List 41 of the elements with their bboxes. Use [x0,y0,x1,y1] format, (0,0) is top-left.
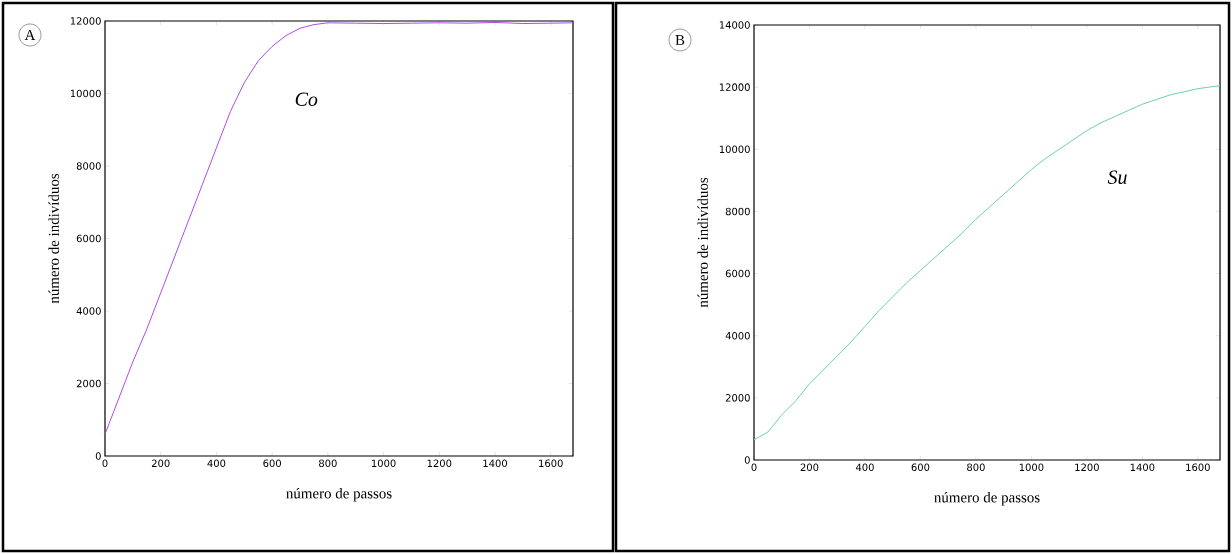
text: B [675,35,685,45]
y-tick-label: 10000 [719,145,750,154]
x-tick-label: 1400 [483,459,508,468]
x-tick-label: 1600 [1186,463,1210,472]
x-tick-label: 1600 [539,459,563,468]
line-series [753,85,1221,441]
y-tick-label: 12000 [719,83,750,91]
y-tick-label: 4000 [725,331,750,340]
x-tick-label: 0 [751,463,757,472]
y-axis-title: número de indivíduos [697,177,708,308]
x-tick-label: 1400 [1130,463,1155,472]
x-tick-label: 800 [967,463,985,472]
x-tick-label: 1000 [371,459,396,468]
x-tick-label: 400 [855,463,874,472]
x-axis-title: número de passos [286,487,392,502]
y-tick-label: 0 [95,452,101,460]
y-tick-label: 2000 [725,394,750,402]
x-tick-label: 1200 [427,459,452,468]
x-tick-label: 1000 [1019,463,1044,472]
text: Co [295,92,318,106]
y-tick-label: 14000 [719,21,750,29]
x-tick-label: 800 [319,459,337,468]
x-tick-label: 400 [207,459,226,468]
y-tick-label: 2000 [76,379,101,388]
text: A [24,30,36,40]
text: Su [1107,170,1127,184]
y-tick-label: 6000 [725,269,750,278]
y-tick-label: 8000 [76,162,101,170]
x-tick-label: 600 [263,459,281,468]
x-tick-label: 600 [911,463,930,472]
y-tick-label: 6000 [76,234,101,243]
x-tick-label: 0 [102,459,108,468]
x-tick-label: 200 [151,459,170,468]
x-axis-title: número de passos [934,491,1040,506]
y-tick-label: 12000 [70,17,101,25]
y-tick-label: 8000 [725,207,750,216]
y-axis-title: número de indivíduos [48,173,59,304]
y-tick-label: 4000 [76,307,101,315]
x-tick-label: 200 [800,463,819,472]
y-tick-label: 10000 [70,89,101,98]
x-tick-label: 1200 [1075,463,1099,472]
